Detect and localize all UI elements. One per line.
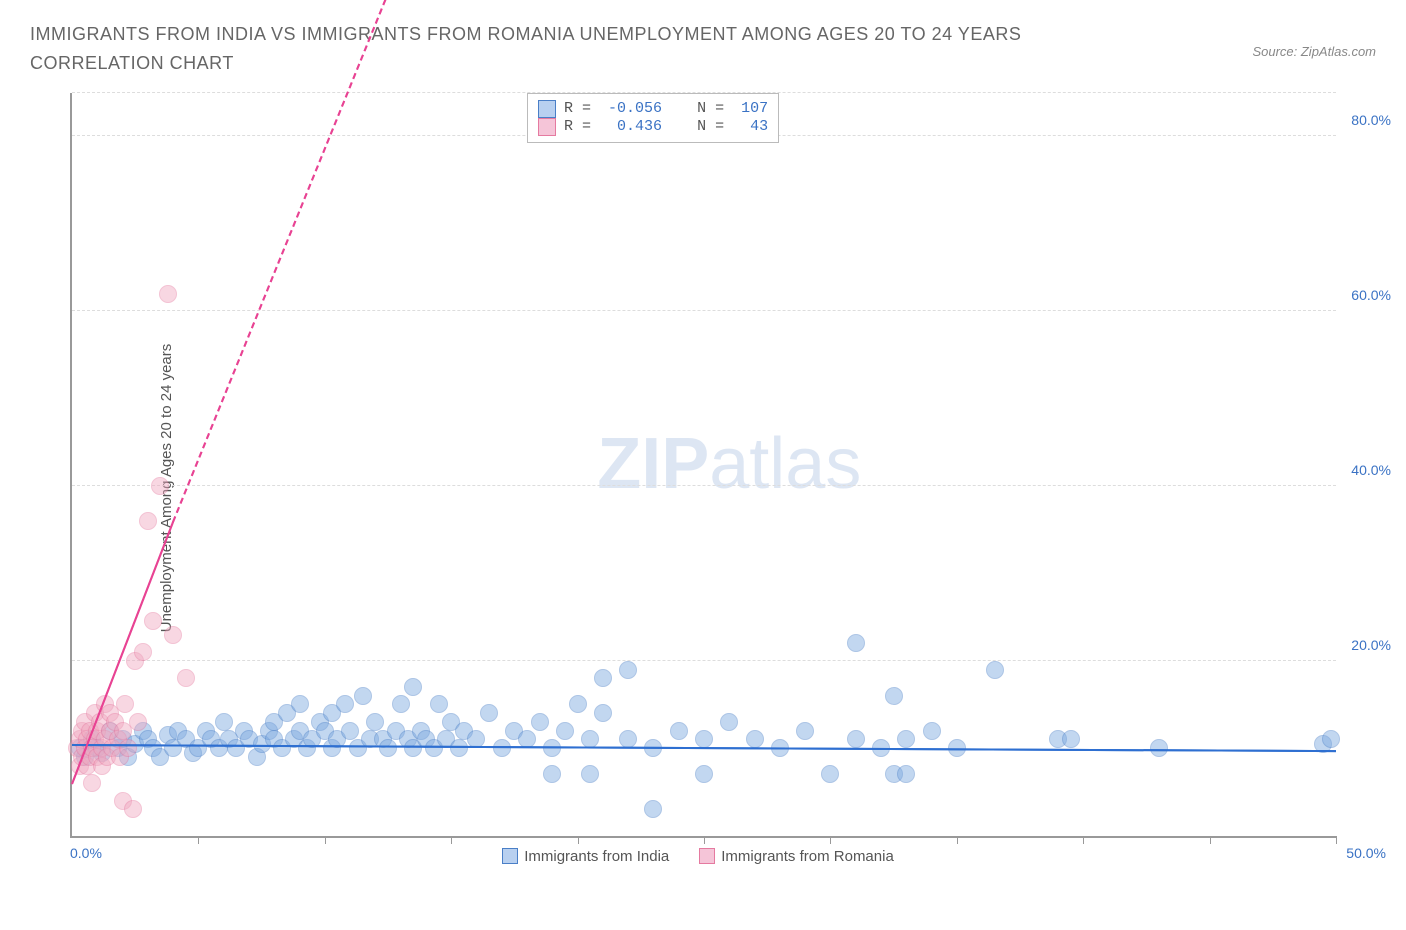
stat-n-value: 43 xyxy=(741,118,768,135)
watermark-bold: ZIP xyxy=(597,424,709,504)
data-point xyxy=(366,713,384,731)
legend-label: Immigrants from Romania xyxy=(721,848,894,865)
x-tick xyxy=(957,836,958,844)
data-point xyxy=(670,722,688,740)
x-max-label: 50.0% xyxy=(1346,845,1386,861)
data-point xyxy=(392,695,410,713)
data-point xyxy=(1322,730,1340,748)
x-tick xyxy=(198,836,199,844)
y-tick-label: 20.0% xyxy=(1351,637,1391,653)
stat-r-value: 0.436 xyxy=(608,118,662,135)
data-point xyxy=(556,722,574,740)
stats-row: R = -0.056 N = 107 xyxy=(538,100,768,118)
data-point xyxy=(493,739,511,757)
data-point xyxy=(450,739,468,757)
data-point xyxy=(119,739,137,757)
y-tick-label: 60.0% xyxy=(1351,287,1391,303)
source-attribution: Source: ZipAtlas.com xyxy=(1252,20,1376,59)
title-row: IMMIGRANTS FROM INDIA VS IMMIGRANTS FROM… xyxy=(10,10,1396,83)
data-point xyxy=(923,722,941,740)
data-point xyxy=(746,730,764,748)
stat-n-value: 107 xyxy=(741,100,768,117)
chart-area: Unemployment Among Ages 20 to 24 years Z… xyxy=(60,93,1336,883)
x-tick xyxy=(451,836,452,844)
data-point xyxy=(821,765,839,783)
data-point xyxy=(354,687,372,705)
x-tick xyxy=(1336,836,1337,844)
data-point xyxy=(847,634,865,652)
stat-n-label: N = xyxy=(670,100,733,117)
data-point xyxy=(1150,739,1168,757)
data-point xyxy=(164,626,182,644)
gridline-h xyxy=(72,310,1336,311)
data-point xyxy=(986,661,1004,679)
watermark-light: atlas xyxy=(709,424,861,504)
chart-title: IMMIGRANTS FROM INDIA VS IMMIGRANTS FROM… xyxy=(30,20,1130,78)
data-point xyxy=(531,713,549,731)
data-point xyxy=(177,669,195,687)
data-point xyxy=(291,695,309,713)
data-point xyxy=(543,765,561,783)
data-point xyxy=(897,730,915,748)
stats-legend: R = -0.056 N = 107R = 0.436 N = 43 xyxy=(527,93,779,143)
data-point xyxy=(695,765,713,783)
watermark: ZIPatlas xyxy=(597,423,861,505)
data-point xyxy=(404,678,422,696)
x-tick xyxy=(578,836,579,844)
data-point xyxy=(885,687,903,705)
legend-swatch xyxy=(538,100,556,118)
y-tick-label: 40.0% xyxy=(1351,462,1391,478)
y-tick-label: 80.0% xyxy=(1351,112,1391,128)
data-point xyxy=(139,512,157,530)
data-point xyxy=(336,695,354,713)
data-point xyxy=(594,669,612,687)
bottom-legend: Immigrants from India Immigrants from Rom… xyxy=(60,848,1336,865)
stat-n-label: N = xyxy=(670,118,733,135)
data-point xyxy=(695,730,713,748)
data-point xyxy=(569,695,587,713)
x-tick xyxy=(704,836,705,844)
x-tick xyxy=(1210,836,1211,844)
data-point xyxy=(581,765,599,783)
x-tick xyxy=(325,836,326,844)
data-point xyxy=(720,713,738,731)
data-point xyxy=(341,722,359,740)
legend-item: Immigrants from Romania xyxy=(699,848,894,865)
legend-swatch xyxy=(699,848,715,864)
data-point xyxy=(159,285,177,303)
data-point xyxy=(379,739,397,757)
data-point xyxy=(83,774,101,792)
x-tick xyxy=(830,836,831,844)
legend-item: Immigrants from India xyxy=(502,848,669,865)
data-point xyxy=(594,704,612,722)
data-point xyxy=(134,643,152,661)
legend-swatch xyxy=(502,848,518,864)
gridline-h xyxy=(72,660,1336,661)
stat-r-label: R = xyxy=(564,118,600,135)
data-point xyxy=(480,704,498,722)
data-point xyxy=(215,713,233,731)
data-point xyxy=(129,713,147,731)
data-point xyxy=(796,722,814,740)
stat-r-label: R = xyxy=(564,100,600,117)
data-point xyxy=(151,477,169,495)
data-point xyxy=(1062,730,1080,748)
data-point xyxy=(644,800,662,818)
data-point xyxy=(144,612,162,630)
data-point xyxy=(124,800,142,818)
x-tick xyxy=(1083,836,1084,844)
stats-row: R = 0.436 N = 43 xyxy=(538,118,768,136)
chart-container: IMMIGRANTS FROM INDIA VS IMMIGRANTS FROM… xyxy=(10,10,1396,920)
gridline-h xyxy=(72,485,1336,486)
legend-label: Immigrants from India xyxy=(524,848,669,865)
data-point xyxy=(430,695,448,713)
legend-swatch xyxy=(538,118,556,136)
data-point xyxy=(116,695,134,713)
stat-r-value: -0.056 xyxy=(608,100,662,117)
plot-region: ZIPatlas 20.0%40.0%60.0%80.0%R = -0.056 … xyxy=(70,93,1336,838)
data-point xyxy=(619,661,637,679)
data-point xyxy=(897,765,915,783)
data-point xyxy=(847,730,865,748)
